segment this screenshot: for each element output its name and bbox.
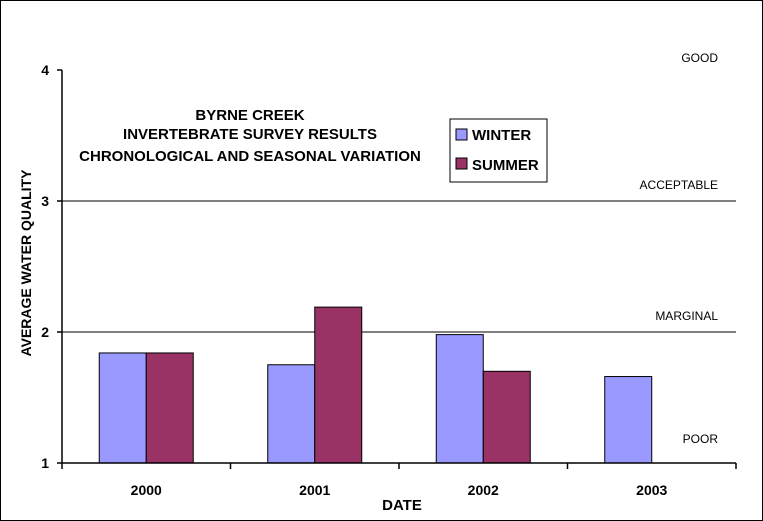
x-axis-title: DATE bbox=[382, 497, 422, 514]
bar-winter-2001 bbox=[267, 364, 316, 464]
legend-swatch-summer bbox=[455, 157, 468, 170]
bar-winter-2002 bbox=[435, 334, 484, 464]
legend-swatch-winter bbox=[455, 128, 468, 141]
quality-level-label: POOR bbox=[683, 432, 719, 446]
bar-winter-2003 bbox=[604, 376, 653, 464]
x-tick-label: 2003 bbox=[636, 482, 667, 498]
chart-title: BYRNE CREEK INVERTEBRATE SURVEY RESULTS … bbox=[79, 107, 421, 165]
bar-summer-2000 bbox=[145, 352, 194, 464]
y-tick-label: 3 bbox=[41, 193, 49, 209]
y-tick-label: 1 bbox=[41, 455, 49, 471]
quality-level-label: GOOD bbox=[681, 51, 718, 65]
y-axis-title: AVERAGE WATER QUALITY bbox=[18, 169, 34, 357]
quality-level-label: ACCEPTABLE bbox=[640, 178, 718, 192]
title-line-3: CHRONOLOGICAL AND SEASONAL VARIATION bbox=[79, 148, 421, 165]
y-tick-label: 4 bbox=[41, 62, 49, 78]
legend-label-winter: WINTER bbox=[472, 127, 531, 144]
title-line-2: INVERTEBRATE SURVEY RESULTS bbox=[123, 126, 377, 143]
y-tick-label: 2 bbox=[41, 324, 49, 340]
legend: WINTER SUMMER bbox=[449, 118, 548, 183]
x-tick-label: 2002 bbox=[468, 482, 499, 498]
bar-winter-2000 bbox=[98, 352, 147, 464]
title-line-1: BYRNE CREEK bbox=[195, 107, 304, 124]
x-ticks: 2000 2001 2002 2003 bbox=[61, 463, 737, 498]
y-ticks: 1 2 3 4 bbox=[41, 62, 62, 471]
bar-summer-2002 bbox=[482, 370, 531, 464]
bar-summer-2001 bbox=[314, 306, 363, 464]
legend-box bbox=[449, 118, 548, 183]
x-tick-label: 2001 bbox=[299, 482, 330, 498]
x-tick-label: 2000 bbox=[131, 482, 162, 498]
gridlines bbox=[62, 200, 736, 333]
quality-levels: GOOD ACCEPTABLE MARGINAL POOR bbox=[640, 51, 719, 446]
quality-level-label: MARGINAL bbox=[655, 309, 718, 323]
legend-label-summer: SUMMER bbox=[472, 157, 539, 174]
bars bbox=[98, 306, 653, 464]
